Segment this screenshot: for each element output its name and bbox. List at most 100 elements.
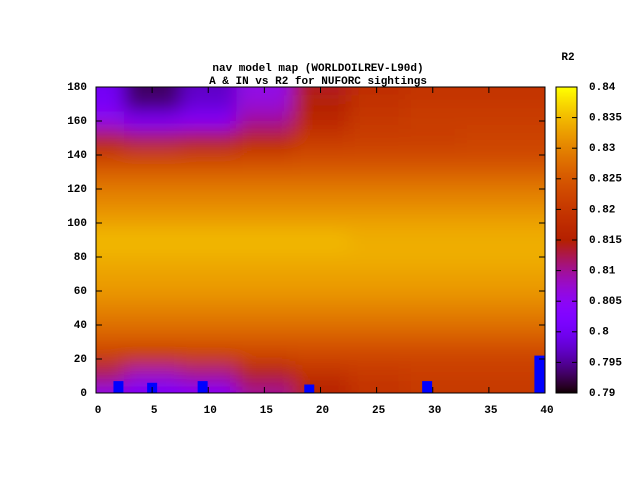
colorbar-stripe bbox=[556, 191, 577, 194]
colorbar-stripe bbox=[556, 107, 577, 110]
y-tick-label: 160 bbox=[67, 116, 87, 128]
heat-cell bbox=[460, 367, 518, 386]
heat-cell bbox=[516, 265, 545, 284]
colorbar-stripe bbox=[556, 201, 577, 204]
colorbar-label: R2 bbox=[561, 52, 574, 64]
heat-cell bbox=[348, 248, 406, 267]
heat-cell bbox=[348, 146, 406, 165]
heat-cell bbox=[236, 95, 294, 114]
colorbar-stripe bbox=[556, 327, 577, 330]
colorbar-stripe bbox=[556, 373, 577, 376]
colorbar-stripe bbox=[556, 295, 577, 298]
heat-cell bbox=[404, 282, 462, 301]
heat-cell bbox=[516, 95, 545, 114]
colorbar-stripe bbox=[556, 253, 577, 256]
heat-cell bbox=[404, 112, 462, 131]
heat-cell bbox=[96, 248, 126, 267]
x-tick-label: 10 bbox=[204, 405, 217, 417]
heat-cell bbox=[460, 163, 518, 182]
heat-cell bbox=[516, 248, 545, 267]
colorbar-stripe bbox=[556, 131, 577, 134]
colorbar-stripe bbox=[556, 311, 577, 314]
colorbar-stripe bbox=[556, 229, 577, 232]
y-tick-label: 20 bbox=[74, 354, 87, 366]
heat-cell bbox=[180, 265, 238, 284]
colorbar-stripe bbox=[556, 353, 577, 356]
colorbar-stripe bbox=[556, 357, 577, 360]
colorbar-stripe bbox=[556, 195, 577, 198]
bar bbox=[197, 381, 208, 393]
colorbar-stripe bbox=[556, 231, 577, 234]
heat-cell bbox=[404, 163, 462, 182]
heat-cell bbox=[292, 129, 350, 148]
colorbar-stripe bbox=[556, 329, 577, 332]
bar bbox=[422, 381, 433, 393]
colorbar-stripe bbox=[556, 293, 577, 296]
heat-cell bbox=[236, 333, 294, 352]
colorbar-stripe bbox=[556, 245, 577, 248]
colorbar-stripe bbox=[556, 337, 577, 340]
heat-cell bbox=[516, 146, 545, 165]
colorbar-stripe bbox=[556, 233, 577, 236]
colorbar-stripe bbox=[556, 105, 577, 108]
heat-cell bbox=[96, 299, 126, 318]
colorbar-stripe bbox=[556, 217, 577, 220]
heat-cell bbox=[404, 248, 462, 267]
colorbar-stripe bbox=[556, 153, 577, 156]
heat-cell bbox=[96, 146, 126, 165]
colorbar-stripe bbox=[556, 385, 577, 388]
colorbar-stripe bbox=[556, 151, 577, 154]
heat-cell bbox=[516, 87, 545, 97]
heat-cell bbox=[516, 112, 545, 131]
colorbar-stripe bbox=[556, 165, 577, 168]
colorbar-stripe bbox=[556, 179, 577, 182]
heat-cell bbox=[236, 299, 294, 318]
colorbar-stripe bbox=[556, 243, 577, 246]
heat-cell bbox=[180, 129, 238, 148]
heat-cell bbox=[516, 129, 545, 148]
colorbar-stripe bbox=[556, 333, 577, 336]
colorbar-stripe bbox=[556, 237, 577, 240]
colorbar-stripe bbox=[556, 127, 577, 130]
x-tick-label: 25 bbox=[372, 405, 386, 417]
colorbar-stripe bbox=[556, 345, 577, 348]
heat-cell bbox=[124, 146, 182, 165]
heat-cell bbox=[124, 112, 182, 131]
heat-cell bbox=[348, 350, 406, 369]
heat-cell bbox=[180, 163, 238, 182]
heat-cell bbox=[236, 367, 294, 386]
heat-cell bbox=[96, 197, 126, 216]
heat-cell bbox=[348, 282, 406, 301]
colorbar-stripe bbox=[556, 259, 577, 262]
x-tick-label: 20 bbox=[316, 405, 329, 417]
colorbar-stripe bbox=[556, 301, 577, 304]
heat-cell bbox=[180, 180, 238, 199]
heat-cell bbox=[236, 112, 294, 131]
heat-cell bbox=[404, 146, 462, 165]
heat-cell bbox=[96, 384, 126, 393]
heat-cell bbox=[404, 129, 462, 148]
heat-cell bbox=[516, 282, 545, 301]
heat-cell bbox=[124, 129, 182, 148]
colorbar-stripe bbox=[556, 341, 577, 344]
bar bbox=[304, 384, 315, 393]
colorbar-stripe bbox=[556, 313, 577, 316]
heat-cell bbox=[236, 146, 294, 165]
colorbar-stripe bbox=[556, 95, 577, 98]
colorbar-stripe bbox=[556, 99, 577, 102]
heat-cell bbox=[180, 112, 238, 131]
heat-cell bbox=[292, 299, 350, 318]
heat-cell bbox=[124, 248, 182, 267]
heat-cell bbox=[348, 112, 406, 131]
colorbar-stripe bbox=[556, 115, 577, 118]
colorbar-stripe bbox=[556, 391, 577, 394]
heat-cell bbox=[292, 163, 350, 182]
heat-cell bbox=[292, 333, 350, 352]
colorbar-stripe bbox=[556, 387, 577, 390]
colorbar-stripe bbox=[556, 159, 577, 162]
colorbar-stripe bbox=[556, 269, 577, 272]
heat-cell bbox=[96, 214, 126, 233]
heat-cell bbox=[292, 265, 350, 284]
bar bbox=[534, 355, 545, 393]
colorbar-stripe bbox=[556, 369, 577, 372]
